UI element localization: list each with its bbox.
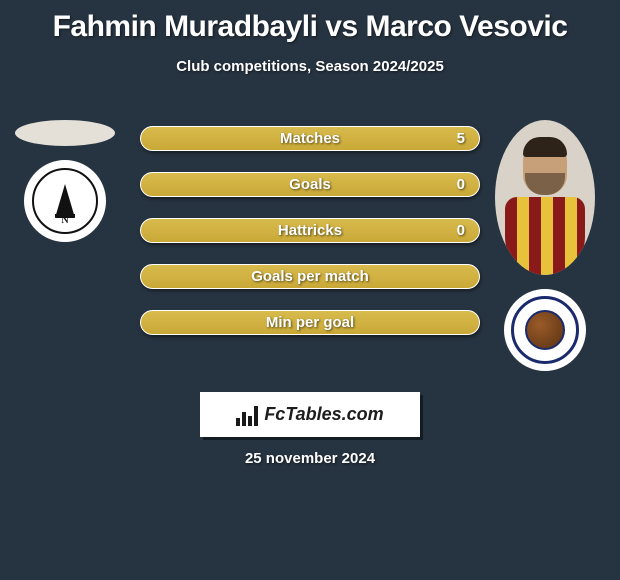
- club-emblem-icon: [525, 310, 565, 350]
- club-left-script: N: [61, 215, 68, 226]
- stat-label: Goals per match: [251, 268, 369, 285]
- stat-bar-goals: Goals 0: [140, 172, 480, 197]
- stat-bars: Matches 5 Goals 0 Hattricks 0 Goals per …: [140, 126, 480, 335]
- player-right-avatar: [495, 120, 595, 275]
- stat-label: Goals: [289, 176, 331, 193]
- stat-right-value: 5: [457, 130, 465, 147]
- page-subtitle: Club competitions, Season 2024/2025: [0, 58, 620, 75]
- brand-chart-icon: [236, 404, 260, 426]
- brand-text: FcTables.com: [264, 404, 383, 425]
- stat-label: Matches: [280, 130, 340, 147]
- stat-right-value: 0: [457, 176, 465, 193]
- stat-right-value: 0: [457, 222, 465, 239]
- stat-bar-matches: Matches 5: [140, 126, 480, 151]
- left-player-column: N: [10, 120, 120, 242]
- right-player-column: [490, 120, 600, 371]
- stat-label: Min per goal: [266, 314, 354, 331]
- stat-label: Hattricks: [278, 222, 342, 239]
- stat-bar-hattricks: Hattricks 0: [140, 218, 480, 243]
- brand-box: FcTables.com: [200, 392, 420, 437]
- page-title: Fahmin Muradbayli vs Marco Vesovic: [0, 0, 620, 44]
- club-left-badge: N: [24, 160, 106, 242]
- player-left-avatar: [15, 120, 115, 146]
- club-right-badge: [504, 289, 586, 371]
- date-label: 25 november 2024: [0, 450, 620, 467]
- oil-derrick-icon: [55, 184, 75, 218]
- stat-bar-min-per-goal: Min per goal: [140, 310, 480, 335]
- stat-bar-goals-per-match: Goals per match: [140, 264, 480, 289]
